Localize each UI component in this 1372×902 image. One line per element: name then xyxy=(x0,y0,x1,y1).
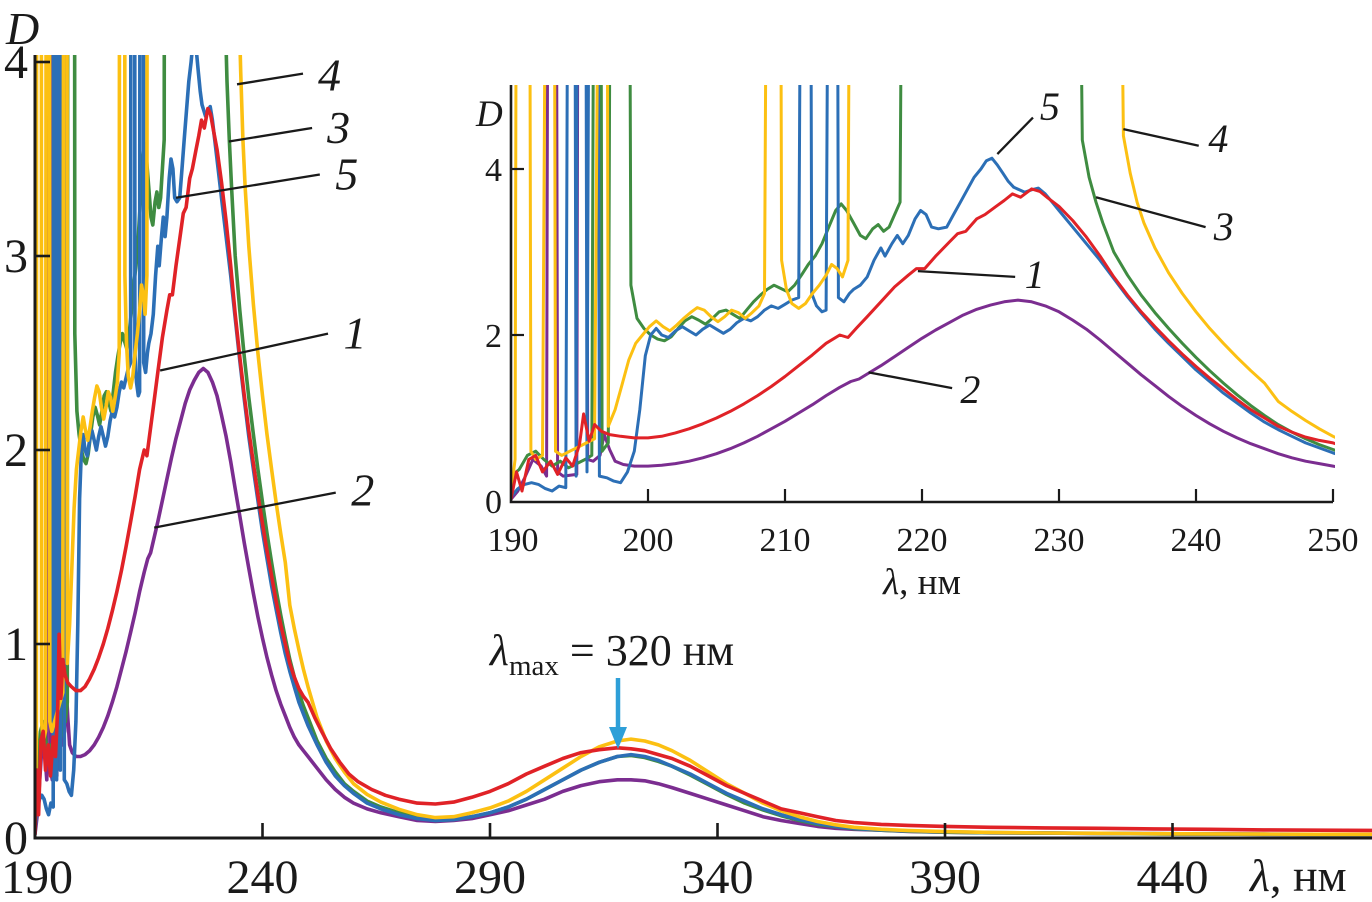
inset-curve-number-labels: 5 4 3 1 2 xyxy=(868,84,1234,412)
x-tick-label: 210 xyxy=(760,522,811,559)
x-tick-label: 240 xyxy=(1171,522,1222,559)
leader-line-curve-1 xyxy=(159,332,329,372)
inset-y-axis-title: D xyxy=(475,94,503,135)
x-tick-label: 340 xyxy=(682,851,754,902)
x-tick-label: 230 xyxy=(1034,522,1085,559)
lambda-max-text: λmax = 320 нм xyxy=(488,626,734,682)
leader-line-curve-3 xyxy=(228,126,313,143)
inset-x-axis-title: λ, нм xyxy=(882,562,961,603)
y-tick-label: 4 xyxy=(485,152,502,189)
curve-number-3: 3 xyxy=(326,102,350,153)
x-tick-label: 240 xyxy=(227,851,299,902)
x-tick-label: 440 xyxy=(1137,851,1209,902)
lambda-max-arrow-head xyxy=(609,727,627,749)
leader-line-curve-4 xyxy=(236,72,304,86)
inset-plot-curves xyxy=(510,85,1335,501)
leader-line-curve-5 xyxy=(175,173,321,199)
curve-number-3: 3 xyxy=(1213,204,1234,249)
series-curve-1 xyxy=(35,106,1372,836)
curve-number-4: 4 xyxy=(318,50,341,101)
curve-number-2: 2 xyxy=(351,465,374,516)
x-tick-label: 390 xyxy=(909,851,981,902)
y-tick-label: 1 xyxy=(4,618,28,671)
leader-line-curve-5 xyxy=(996,116,1034,155)
y-tick-label: 2 xyxy=(485,318,502,355)
curve-number-4: 4 xyxy=(1208,116,1228,161)
leader-line-curve-3 xyxy=(1095,196,1206,229)
axis-lines xyxy=(33,55,1372,840)
series-curve-5 xyxy=(510,85,1335,499)
series-curve-4 xyxy=(35,55,1372,837)
main-x-axis-title: λ, нм xyxy=(1248,850,1347,901)
curve-number-2: 2 xyxy=(960,367,980,412)
series-curve-5 xyxy=(35,55,1372,837)
x-tick-label: 250 xyxy=(1308,522,1359,559)
main-y-axis-title: D xyxy=(5,3,39,54)
lambda-max-annotation: λmax = 320 нм xyxy=(488,626,734,749)
curve-number-1: 1 xyxy=(1025,252,1045,297)
main-plot-curves xyxy=(35,55,1372,837)
series-curve-3 xyxy=(35,55,1372,837)
leader-line-curve-4 xyxy=(1123,128,1199,147)
x-tick-label: 190 xyxy=(488,522,539,559)
y-tick-label: 2 xyxy=(4,424,28,477)
y-tick-label: 4 xyxy=(4,36,28,89)
series-curve-3 xyxy=(510,85,1335,478)
inset-plot-axes: 0 2 4 190 200 210 220 230 240 250 xyxy=(485,85,1359,559)
x-tick-label: 200 xyxy=(623,522,674,559)
series-curve-2 xyxy=(35,55,1372,837)
leader-line-curve-1 xyxy=(917,269,1016,279)
curve-number-1: 1 xyxy=(343,308,366,359)
leader-line-curve-2 xyxy=(868,371,953,390)
main-curve-number-labels: 435 1 2 xyxy=(153,50,374,529)
y-tick-label: 0 xyxy=(4,812,28,865)
curve-number-5: 5 xyxy=(335,149,358,200)
y-tick-label: 0 xyxy=(485,484,502,521)
x-tick-label: 190 xyxy=(1,851,73,902)
series-curve-1 xyxy=(510,187,1335,501)
x-tick-label: 290 xyxy=(454,851,526,902)
y-tick-label: 3 xyxy=(4,230,28,283)
curve-number-5: 5 xyxy=(1040,84,1060,129)
x-tick-label: 220 xyxy=(897,522,948,559)
series-curve-4 xyxy=(510,85,1335,495)
leader-line-curve-2 xyxy=(153,491,336,529)
